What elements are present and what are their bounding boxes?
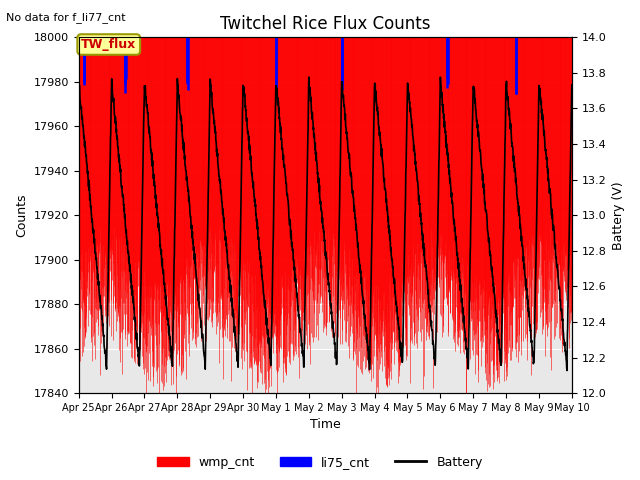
Text: TW_flux: TW_flux xyxy=(81,38,136,51)
X-axis label: Time: Time xyxy=(310,419,340,432)
Y-axis label: Battery (V): Battery (V) xyxy=(612,181,625,250)
Text: No data for f_li77_cnt: No data for f_li77_cnt xyxy=(6,12,126,23)
Y-axis label: Counts: Counts xyxy=(15,193,28,237)
Legend: wmp_cnt, li75_cnt, Battery: wmp_cnt, li75_cnt, Battery xyxy=(152,451,488,474)
Title: Twitchel Rice Flux Counts: Twitchel Rice Flux Counts xyxy=(220,15,431,33)
